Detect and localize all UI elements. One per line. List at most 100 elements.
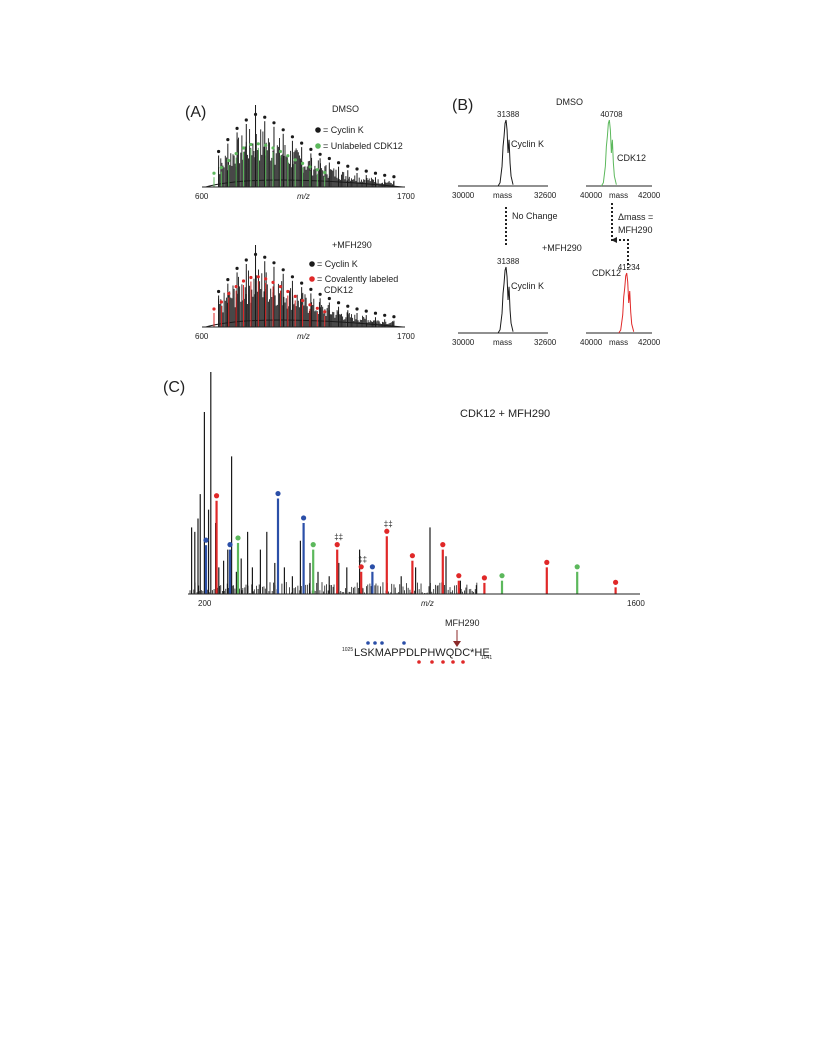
cyclin-k-marker <box>327 296 331 301</box>
green-marker <box>310 542 316 548</box>
y-ions-marker <box>456 573 462 579</box>
cyclin-k-marker <box>244 118 248 122</box>
cyclin-k-marker <box>364 169 368 173</box>
deconv-peak <box>497 119 514 187</box>
panel-a-mfh290-spectrum <box>205 245 404 328</box>
cdk12-marker <box>256 142 260 146</box>
cyclin-k-marker <box>392 175 396 179</box>
panel-a-dmso-condition: DMSO <box>332 104 359 114</box>
b-ion-dot <box>402 641 406 645</box>
legend-dot-cyclin-k <box>315 127 321 133</box>
panel-a-mfh290-xmin: 600 <box>195 332 209 341</box>
panel-b-cdk12-mfh290: 41234 40000 42000 mass CDK12 <box>580 263 661 347</box>
cdk12-marker <box>278 285 283 289</box>
cdk12-marker <box>271 146 275 150</box>
cdk12-marker <box>212 307 216 311</box>
panel-a-mfh290-xmax: 1700 <box>397 332 415 341</box>
deconv-peak <box>618 272 635 334</box>
panel-a-dmso-spectrum <box>205 105 404 188</box>
charge-annotation: ‡‡ <box>358 555 367 564</box>
cdk12-marker <box>219 300 223 304</box>
panel-b-label: (B) <box>452 97 473 114</box>
panel-c-title: CDK12 + MFH290 <box>460 408 550 420</box>
b-ions-marker <box>203 537 209 543</box>
cyclin-k-marker <box>263 255 267 259</box>
panel-a: (A) DMSO = Cyclin K = Unlabeled CDK12 60… <box>185 104 415 341</box>
cdk12-marker <box>286 289 290 294</box>
deconv-xmin: 40000 <box>580 338 603 347</box>
sequence-end: 1041 <box>481 655 492 661</box>
deconv-annotation: CDK12 <box>617 153 646 163</box>
cyclin-k-marker <box>290 275 295 279</box>
b-ion-dot <box>366 641 370 645</box>
cyclin-k-marker <box>318 292 322 296</box>
cyclin-k-marker <box>226 138 230 142</box>
cdk12-marker <box>234 285 238 289</box>
deconv-xlabel: mass <box>493 191 512 200</box>
panel-a-dmso-xlabel: m/z <box>297 192 310 201</box>
green-marker <box>574 564 580 570</box>
y-ions-marker <box>440 542 446 548</box>
no-change-label: No Change <box>512 211 558 221</box>
deconv-peak-label: 31388 <box>497 257 520 266</box>
spectrum-baseline <box>205 319 404 328</box>
cdk12-marker <box>264 277 268 281</box>
cdk12-marker <box>286 154 290 158</box>
panel-c-xlabel: m/z <box>421 599 434 608</box>
cdk12-marker <box>241 146 246 150</box>
delta-mass-label-1: Δmass = <box>618 212 653 222</box>
panel-a-label: (A) <box>185 104 206 121</box>
cdk12-marker <box>300 161 305 165</box>
cyclin-k-marker <box>263 115 267 119</box>
panel-b-condition-mfh290: +MFH290 <box>542 243 582 253</box>
b-ion-dot <box>373 641 377 645</box>
cyclin-k-marker <box>373 311 378 315</box>
panel-b-cyclin-k-mfh290: 31388 30000 32600 mass Cyclin K <box>452 257 557 347</box>
green-marker <box>499 573 505 579</box>
panel-b: (B) DMSO 31388 30000 32600 mass Cyclin K 407… <box>452 97 661 347</box>
cyclin-k-marker <box>281 128 285 132</box>
cyclin-k-marker <box>272 121 276 125</box>
spectrum-baseline <box>205 179 404 188</box>
cdk12-marker <box>241 279 246 283</box>
delta-mass-arrowhead <box>611 237 617 243</box>
cyclin-k-marker <box>383 173 387 177</box>
y-ions-marker <box>334 542 340 548</box>
y-ion-dot <box>451 660 455 664</box>
y-ions-marker <box>544 559 550 565</box>
panel-a-dmso-xmin: 600 <box>195 192 209 201</box>
y-ion-dot <box>430 660 434 664</box>
panel-a-mfh290-condition: +MFH290 <box>332 240 372 250</box>
cdk12-marker <box>227 292 231 296</box>
cyclin-k-marker <box>373 171 378 175</box>
delta-mass-label-2: MFH290 <box>618 225 653 235</box>
b-ions-marker <box>227 542 233 548</box>
cdk12-marker <box>323 170 327 175</box>
deconv-xlabel: mass <box>609 191 628 200</box>
y-ions-marker <box>213 493 220 499</box>
cyclin-k-marker <box>355 167 359 171</box>
deconv-xmax: 32600 <box>534 191 557 200</box>
deconv-xmax: 42000 <box>638 191 661 200</box>
cdk12-marker <box>323 310 327 314</box>
cyclin-k-marker <box>217 289 221 294</box>
y-ion-dot <box>461 660 465 664</box>
modifier-arrow-head <box>453 641 461 647</box>
deconv-peak <box>497 266 514 334</box>
deconv-xmax: 42000 <box>638 338 661 347</box>
legend-dot-labeled-cdk12 <box>309 276 315 282</box>
cyclin-k-marker <box>336 301 341 305</box>
cyclin-k-marker <box>355 307 359 311</box>
cdk12-marker <box>249 275 253 280</box>
cyclin-k-marker <box>272 261 276 265</box>
cdk12-marker <box>315 306 319 310</box>
cyclin-k-marker <box>309 147 313 151</box>
deconv-peak <box>600 119 617 187</box>
cdk12-marker <box>249 142 253 147</box>
panel-c-xmax: 1600 <box>627 599 645 608</box>
y-ions-marker <box>384 528 390 534</box>
legend-dot-unlabeled-cdk12 <box>315 143 321 149</box>
deconv-peak-label: 31388 <box>497 110 520 119</box>
legend-unlabeled-cdk12-label: = Unlabeled CDK12 <box>323 141 403 151</box>
